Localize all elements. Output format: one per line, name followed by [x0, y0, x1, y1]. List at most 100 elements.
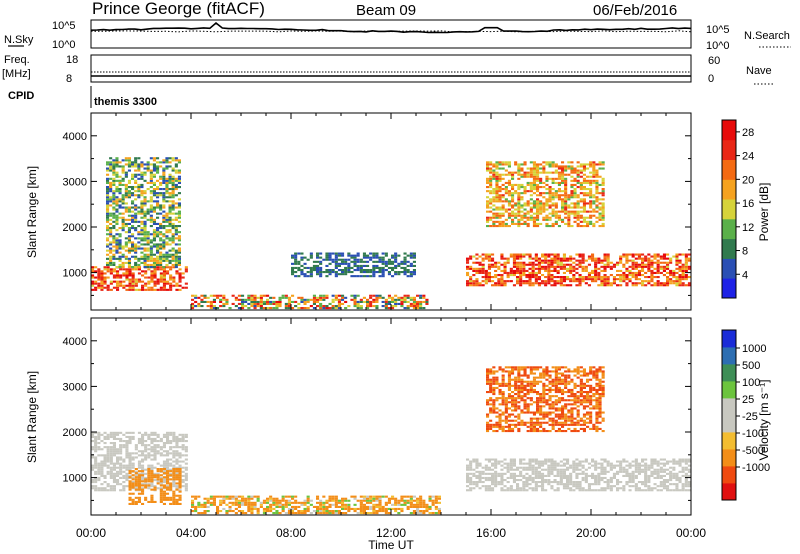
- range-gate-cell: [116, 456, 120, 459]
- range-gate-cell: [575, 464, 579, 467]
- range-gate-cell: [600, 466, 604, 469]
- range-gate-cell: [516, 466, 520, 469]
- range-gate-cell: [597, 274, 601, 277]
- range-gate-cell: [168, 177, 172, 180]
- range-gate-cell: [512, 284, 516, 287]
- range-gate-cell: [520, 163, 524, 166]
- range-gate-cell: [466, 259, 470, 262]
- range-gate-cell: [103, 278, 107, 281]
- range-gate-cell: [141, 284, 145, 287]
- range-gate-cell: [578, 481, 582, 484]
- range-gate-cell: [162, 502, 166, 505]
- range-gate-cell: [275, 512, 279, 515]
- range-gate-cell: [174, 231, 178, 234]
- range-gate-cell: [532, 200, 536, 203]
- range-gate-cell: [294, 275, 298, 278]
- range-gate-cell: [666, 278, 670, 281]
- range-gate-cell: [551, 210, 555, 213]
- range-gate-cell: [434, 501, 438, 504]
- range-gate-cell: [141, 476, 145, 479]
- range-gate-cell: [589, 165, 593, 168]
- range-gate-cell: [165, 241, 169, 244]
- range-gate-cell: [469, 280, 473, 283]
- range-gate-cell: [128, 456, 132, 459]
- range-gate-cell: [559, 468, 563, 471]
- range-gate-cell: [598, 218, 602, 221]
- range-gate-cell: [159, 484, 163, 487]
- range-gate-cell: [191, 294, 195, 297]
- range-gate-cell: [481, 257, 485, 260]
- range-gate-cell: [566, 479, 570, 482]
- range-gate-cell: [511, 222, 515, 225]
- range-gate-cell: [150, 464, 154, 467]
- range-gate-cell: [512, 274, 516, 277]
- range-gate-cell: [550, 464, 554, 467]
- range-gate-cell: [165, 216, 169, 219]
- range-gate-cell: [612, 485, 616, 488]
- range-gate-cell: [491, 489, 495, 492]
- range-gate-cell: [619, 269, 623, 272]
- range-gate-cell: [134, 452, 138, 455]
- range-gate-cell: [219, 501, 223, 504]
- range-gate-cell: [569, 265, 573, 268]
- range-gate-cell: [634, 276, 638, 279]
- range-gate-cell: [127, 247, 131, 250]
- range-gate-cell: [559, 464, 563, 467]
- range-gate-cell: [171, 194, 175, 197]
- range-gate-cell: [506, 462, 510, 465]
- range-gate-cell: [554, 220, 558, 223]
- range-gate-cell: [178, 482, 182, 485]
- range-gate-cell: [312, 269, 316, 272]
- range-gate-cell: [356, 305, 360, 308]
- range-gate-cell: [144, 431, 148, 434]
- range-gate-cell: [528, 462, 532, 465]
- range-gate-cell: [175, 272, 179, 275]
- range-gate-cell: [553, 269, 557, 272]
- range-gate-cell: [545, 171, 549, 174]
- range-gate-cell: [537, 481, 541, 484]
- range-gate-cell: [531, 464, 535, 467]
- range-gate-cell: [575, 472, 579, 475]
- range-gate-cell: [566, 276, 570, 279]
- range-gate-cell: [147, 452, 151, 455]
- range-gate-cell: [634, 284, 638, 287]
- range-gate-cell: [478, 481, 482, 484]
- range-gate-cell: [391, 266, 395, 269]
- range-gate-cell: [153, 488, 157, 491]
- range-gate-cell: [118, 247, 122, 250]
- range-gate-cell: [134, 214, 138, 217]
- range-gate-cell: [91, 448, 95, 451]
- range-gate-cell: [656, 265, 660, 268]
- range-gate-cell: [394, 305, 398, 308]
- range-gate-cell: [579, 175, 583, 178]
- range-gate-cell: [291, 254, 295, 257]
- range-gate-cell: [669, 282, 673, 285]
- range-gate-cell: [532, 225, 536, 228]
- range-gate-cell: [641, 282, 645, 285]
- range-gate-cell: [394, 273, 398, 276]
- range-gate-cell: [165, 243, 169, 246]
- range-gate-cell: [146, 243, 150, 246]
- range-gate-cell: [434, 499, 438, 502]
- range-gate-cell: [106, 268, 110, 271]
- range-gate-cell: [397, 512, 401, 515]
- range-gate-cell: [341, 271, 345, 274]
- range-gate-cell: [125, 431, 129, 434]
- range-gate-cell: [495, 208, 499, 211]
- range-gate-cell: [91, 282, 95, 285]
- range-gate-cell: [231, 501, 235, 504]
- range-gate-cell: [637, 282, 641, 285]
- range-gate-cell: [391, 495, 395, 498]
- range-gate-cell: [497, 278, 501, 281]
- range-gate-cell: [612, 263, 616, 266]
- range-gate-cell: [106, 202, 110, 205]
- range-gate-cell: [544, 458, 548, 461]
- range-gate-cell: [572, 464, 576, 467]
- range-gate-cell: [556, 259, 560, 262]
- range-gate-cell: [381, 273, 385, 276]
- range-gate-cell: [647, 276, 651, 279]
- range-gate-cell: [337, 294, 341, 297]
- range-gate-cell: [162, 270, 166, 273]
- range-gate-cell: [106, 261, 110, 264]
- range-gate-cell: [634, 487, 638, 490]
